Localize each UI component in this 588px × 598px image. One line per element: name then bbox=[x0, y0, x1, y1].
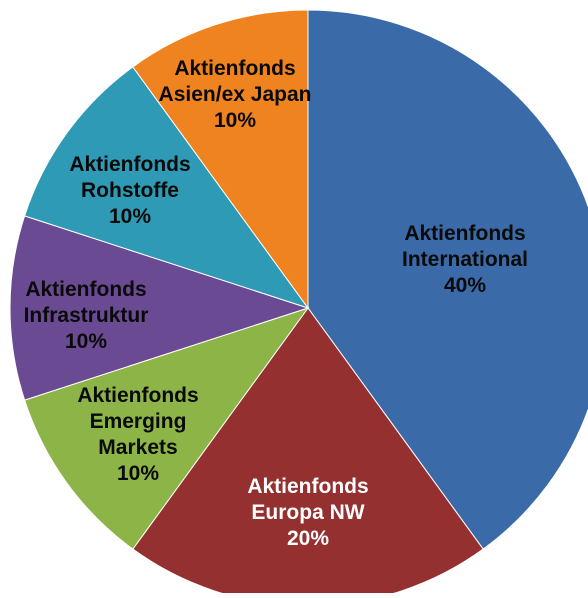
slice-label-aktienfonds-rohstoffe: Aktienfonds Rohstoffe 10% bbox=[69, 153, 190, 228]
pie-slices bbox=[9, 9, 588, 598]
pie-slice-aktienfonds-international bbox=[307, 9, 588, 550]
slice-label-aktienfonds-europa-nw: Aktienfonds Europa NW 20% bbox=[247, 475, 368, 550]
slice-value-label: 10% bbox=[109, 205, 151, 228]
slice-category-label: Aktienfonds bbox=[69, 153, 190, 176]
slice-category-label: Emerging bbox=[90, 410, 187, 433]
slice-label-aktienfonds-emerging-markets: Aktienfonds Emerging Markets 10% bbox=[77, 384, 198, 485]
pie-labels: Aktienfonds International 40% Aktienfonds Eu… bbox=[24, 57, 528, 550]
slice-value-label: 10% bbox=[65, 330, 107, 353]
slice-category-label: Europa NW bbox=[251, 501, 364, 524]
slice-category-label: Infrastruktur bbox=[24, 304, 149, 327]
slice-value-label: 20% bbox=[287, 527, 329, 550]
pie-slice-aktienfonds-emerging-markets bbox=[23, 307, 310, 550]
slice-label-aktienfonds-infrastruktur: Aktienfonds Infrastruktur 10% bbox=[24, 278, 149, 353]
slice-category-label: Aktienfonds bbox=[247, 475, 368, 498]
pie-slice-aktienfonds-asien-ex-japan bbox=[132, 9, 309, 310]
slice-category-label: Markets bbox=[98, 436, 177, 459]
pie-slice-aktienfonds-rohstoffe bbox=[23, 66, 310, 309]
slice-label-aktienfonds-international: Aktienfonds International 40% bbox=[402, 222, 528, 297]
slice-category-label: Aktienfonds bbox=[77, 384, 198, 407]
slice-value-label: 40% bbox=[444, 274, 486, 297]
slice-category-label: Aktienfonds bbox=[25, 278, 146, 301]
slice-category-label: Aktienfonds bbox=[174, 57, 295, 80]
pie-slice-aktienfonds-europa-nw bbox=[132, 307, 484, 598]
slice-label-aktienfonds-asien-ex-japan: Aktienfonds Asien/ex Japan 10% bbox=[159, 57, 312, 132]
slice-category-label: Aktienfonds bbox=[404, 222, 525, 245]
slice-category-label: International bbox=[402, 248, 528, 271]
slice-category-label: Asien/ex Japan bbox=[159, 83, 312, 106]
slice-value-label: 10% bbox=[214, 109, 256, 132]
slice-category-label: Rohstoffe bbox=[81, 179, 179, 202]
pie-slice-aktienfonds-infrastruktur bbox=[9, 215, 310, 401]
slice-value-label: 10% bbox=[117, 462, 159, 485]
